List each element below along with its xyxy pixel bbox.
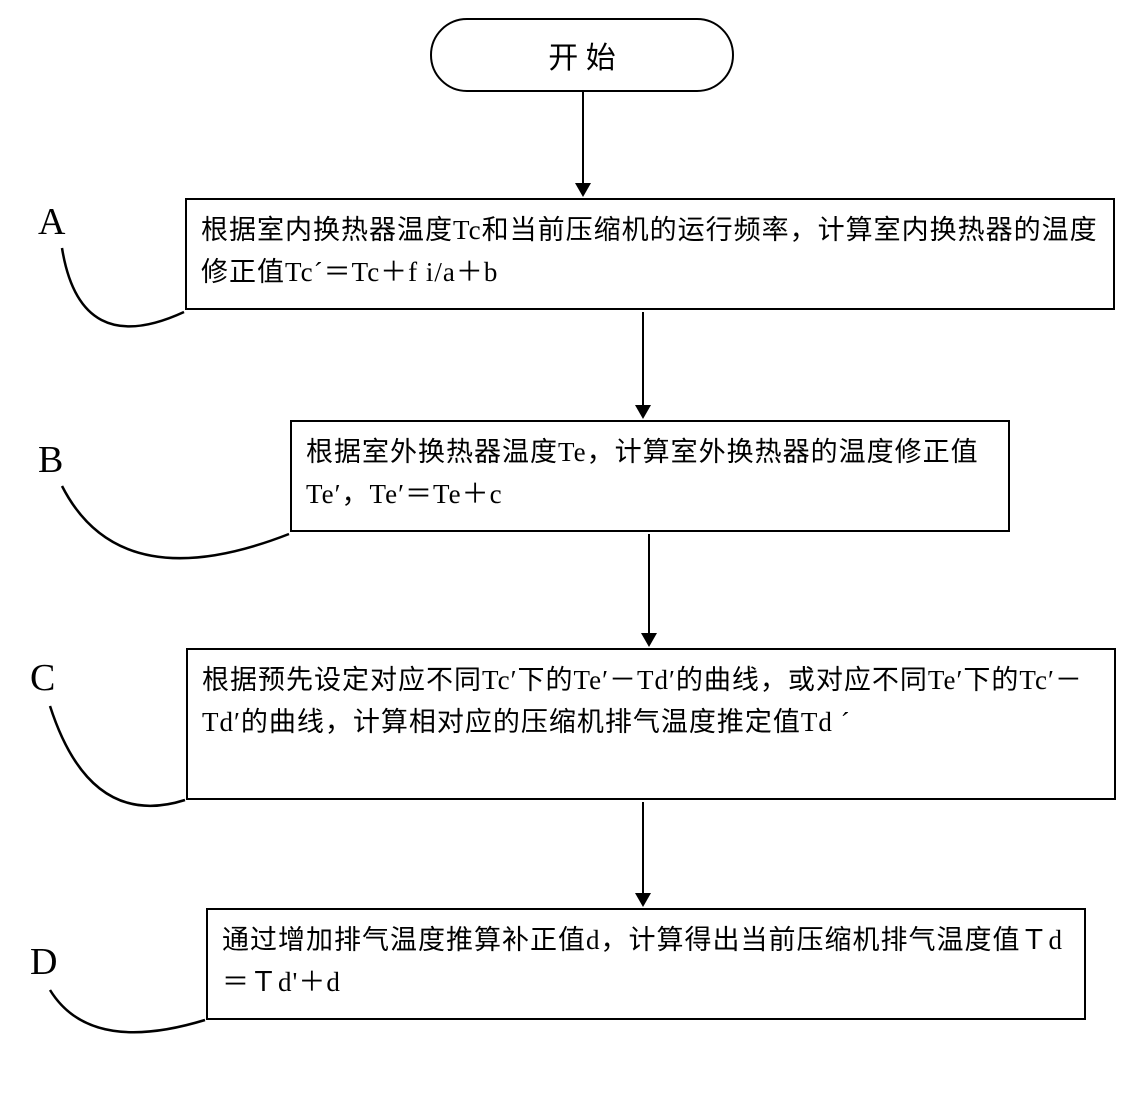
step-box-B: 根据室外换热器温度Te，计算室外换热器的温度修正值Te′，Te′＝Te＋c	[290, 420, 1010, 532]
callout-D	[46, 986, 209, 1059]
start-label: 开 始	[548, 33, 616, 77]
arrow-line-3	[642, 802, 644, 893]
callout-B	[58, 482, 293, 604]
arrow-head-1	[635, 405, 651, 419]
callout-A	[58, 244, 188, 364]
step-label-A: A	[38, 200, 65, 244]
step-text-A: 根据室内换热器温度Tc和当前压缩机的运行频率，计算室内换热器的温度修正值Tc´＝…	[201, 210, 1099, 294]
arrow-line-1	[642, 312, 644, 405]
step-box-D: 通过增加排气温度推算补正值d，计算得出当前压缩机排气温度值Ｔd＝Ｔd'＋d	[206, 908, 1086, 1020]
step-box-C: 根据预先设定对应不同Tc′下的Te′－Td′的曲线，或对应不同Te′下的Tc′－…	[186, 648, 1116, 800]
arrow-head-2	[641, 633, 657, 647]
arrow-line-2	[648, 534, 650, 633]
step-text-C: 根据预先设定对应不同Tc′下的Te′－Td′的曲线，或对应不同Te′下的Tc′－…	[202, 660, 1100, 744]
step-box-A: 根据室内换热器温度Tc和当前压缩机的运行频率，计算室内换热器的温度修正值Tc´＝…	[185, 198, 1115, 310]
callout-C	[46, 702, 189, 834]
step-label-D: D	[30, 940, 57, 984]
step-text-D: 通过增加排气温度推算补正值d，计算得出当前压缩机排气温度值Ｔd＝Ｔd'＋d	[222, 920, 1070, 1004]
step-label-B: B	[38, 438, 63, 482]
start-node: 开 始	[430, 18, 734, 92]
step-text-B: 根据室外换热器温度Te，计算室外换热器的温度修正值Te′，Te′＝Te＋c	[306, 432, 994, 516]
arrow-head-3	[635, 893, 651, 907]
arrow-head-0	[575, 183, 591, 197]
flowchart-canvas: 开 始 A 根据室内换热器温度Tc和当前压缩机的运行频率，计算室内换热器的温度修…	[0, 0, 1138, 1093]
arrow-line-0	[582, 90, 584, 183]
step-label-C: C	[30, 656, 55, 700]
